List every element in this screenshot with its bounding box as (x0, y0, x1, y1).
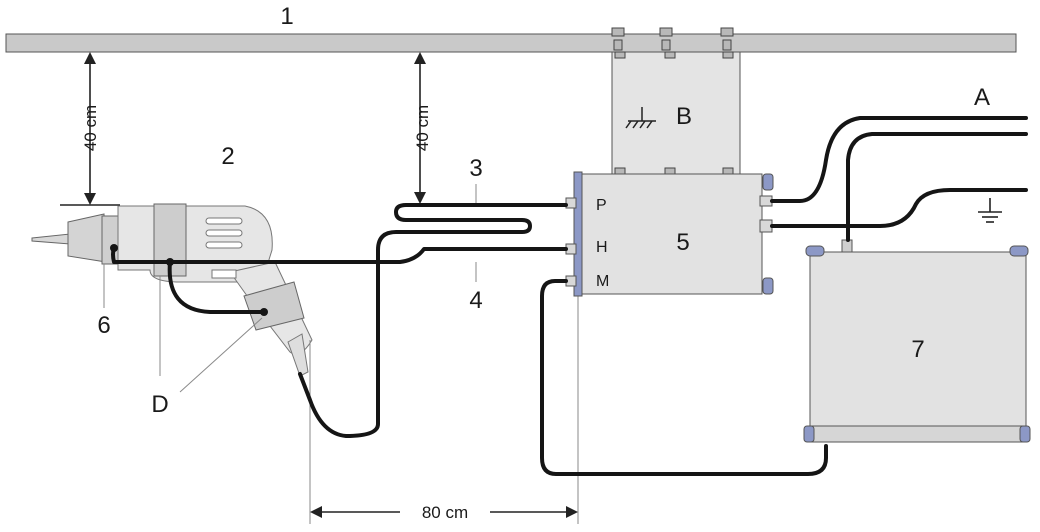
pin-p: P (596, 197, 607, 214)
label-cable-upper: 3 (469, 155, 482, 182)
label-cable-lower: 4 (469, 287, 482, 314)
label-network: 5 (676, 229, 689, 256)
label-drill: 2 (221, 143, 234, 170)
cables (110, 116, 1028, 476)
dimension-height-middle-label: 40 cm (413, 105, 432, 151)
pin-m: M (596, 273, 609, 290)
receiver-box (803, 239, 1031, 443)
leader-clamp-2 (179, 317, 263, 393)
label-motor-chuck: 6 (97, 312, 110, 339)
label-bonding-plate: B (676, 103, 692, 130)
dimension-height-left-label: 40 cm (81, 105, 100, 151)
label-receiver: 7 (911, 336, 924, 363)
bolt-icons (611, 27, 734, 175)
ground-icon (978, 198, 1002, 223)
label-ground-plane: 1 (280, 3, 293, 30)
bonding-plate (611, 27, 741, 175)
clamp-wire (167, 260, 266, 314)
chassis-ground-icon (625, 107, 656, 129)
dimension-height-middle (414, 52, 426, 204)
network-box (565, 171, 774, 297)
dimension-horizontal-label: 80 cm (422, 503, 468, 522)
supply-line-1 (770, 116, 1028, 203)
cable-lower (168, 247, 568, 264)
dimension-horizontal (310, 506, 578, 518)
cable-upper (298, 203, 568, 438)
supply-line-ground (770, 188, 1028, 228)
label-clamp: D (151, 391, 168, 418)
supply-line-2 (846, 132, 1028, 242)
dimension-height-left (60, 52, 120, 206)
label-supply: A (974, 84, 990, 111)
pin-h: H (596, 239, 608, 256)
ground-plane (5, 33, 1017, 53)
cable-receiver (540, 279, 828, 476)
